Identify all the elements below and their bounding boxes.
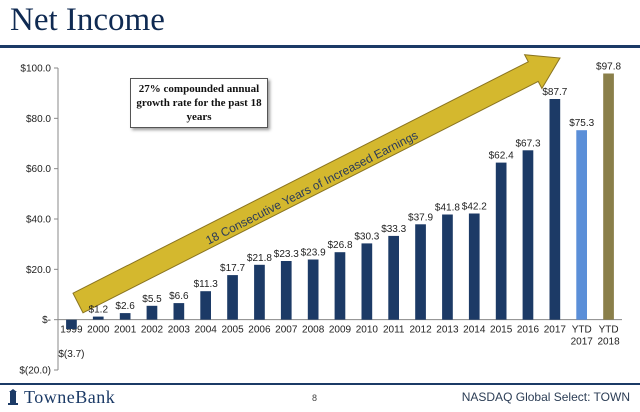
townebank-logo: TowneBank	[6, 387, 115, 408]
category-label: 2009	[329, 325, 352, 336]
category-label: 2016	[517, 325, 540, 336]
bar	[146, 305, 158, 320]
data-label: $37.9	[408, 212, 433, 223]
y-tick-label: $80.0	[26, 114, 51, 125]
data-label: $41.8	[435, 202, 460, 213]
data-label: $(3.7)	[58, 349, 84, 360]
category-label: 2015	[490, 325, 513, 336]
y-tick-label: $40.0	[26, 215, 51, 226]
y-axis: $(20.0) $- $20.0 $40.0 $60.0 $80.0 $100.0	[19, 64, 59, 377]
category-label: YTD 2018	[597, 325, 620, 348]
data-label: $62.4	[489, 151, 514, 162]
category-label: 2004	[195, 325, 218, 336]
bar	[92, 316, 104, 320]
slide-title: Net Income	[10, 2, 165, 38]
data-label: $75.3	[569, 118, 594, 129]
data-label: $17.7	[220, 263, 245, 274]
data-label: $5.5	[142, 294, 162, 305]
data-label: $26.8	[327, 240, 352, 251]
bar	[227, 275, 238, 320]
data-label: $23.9	[301, 248, 326, 259]
bar	[66, 319, 77, 329]
data-label: $67.3	[515, 138, 540, 149]
y-tick-label: $20.0	[26, 265, 51, 276]
y-tick-label: $-	[42, 315, 51, 326]
category-label: 2005	[221, 325, 244, 336]
page-number: 8	[312, 393, 318, 403]
data-label: $2.6	[115, 301, 135, 312]
data-label: $1.2	[89, 305, 109, 316]
category-label: 2000	[87, 325, 110, 336]
category-label: 2008	[302, 325, 325, 336]
bar	[361, 243, 373, 320]
category-label: 2007	[275, 325, 298, 336]
bar	[200, 291, 211, 320]
bar	[468, 213, 480, 320]
bar	[549, 99, 561, 320]
category-label: 2003	[168, 325, 191, 336]
bar	[576, 130, 587, 320]
bar	[522, 150, 534, 320]
data-labels: $(3.7)$1.2 $2.6$5.5 $6.6$11.3$17.7$21.8 $23…	[58, 62, 621, 360]
cagr-callout-box: 27% compounded annual growth rate for th…	[130, 78, 268, 128]
y-tick-label: $60.0	[26, 164, 51, 175]
net-income-bar-chart: $(20.0) $- $20.0 $40.0 $60.0 $80.0 $100.0 1999…	[19, 54, 622, 377]
logo-text: TowneBank	[24, 387, 116, 407]
category-label: 2011	[383, 325, 405, 336]
bar	[254, 264, 265, 320]
bar	[173, 303, 185, 320]
category-label: 2014	[463, 325, 486, 336]
exchange-listing: NASDAQ Global Select: TOWN	[461, 390, 630, 404]
growth-arrow-shape	[72, 54, 561, 314]
bar	[495, 162, 507, 320]
category-label: 1999	[60, 325, 83, 336]
data-label: $87.7	[542, 87, 567, 98]
category-label: 2002	[141, 325, 164, 336]
bar	[334, 252, 346, 320]
tower-icon	[8, 389, 18, 405]
category-label: 2017	[544, 325, 567, 336]
y-tick-label: $(20.0)	[19, 366, 51, 377]
bars	[66, 73, 614, 329]
category-label: 2001	[114, 325, 137, 336]
y-tick-label: $100.0	[20, 64, 51, 75]
title-divider	[0, 45, 640, 48]
data-label: $97.8	[596, 62, 621, 73]
bar	[415, 224, 426, 320]
footer-bar	[0, 383, 640, 412]
category-label: 2006	[248, 325, 271, 336]
data-label: $6.6	[169, 291, 189, 302]
category-label: 2012	[409, 325, 432, 336]
bar	[388, 235, 399, 320]
data-label: $23.3	[274, 249, 299, 260]
bar	[119, 313, 131, 320]
data-label: $42.2	[462, 201, 487, 212]
data-label: $33.3	[381, 224, 406, 235]
data-label: $30.3	[354, 231, 379, 242]
bar	[280, 261, 292, 320]
data-label: $21.8	[247, 253, 272, 264]
category-label: 2010	[356, 325, 379, 336]
data-label: $11.3	[194, 279, 219, 290]
category-label: YTD 2017	[571, 325, 594, 348]
bar	[307, 259, 319, 320]
category-label: 2013	[436, 325, 459, 336]
bar	[603, 73, 614, 320]
bar	[442, 214, 453, 320]
x-axis: 1999 2000 2001 2002 2003 2004 2005 2006 2007 2008…	[58, 319, 622, 348]
